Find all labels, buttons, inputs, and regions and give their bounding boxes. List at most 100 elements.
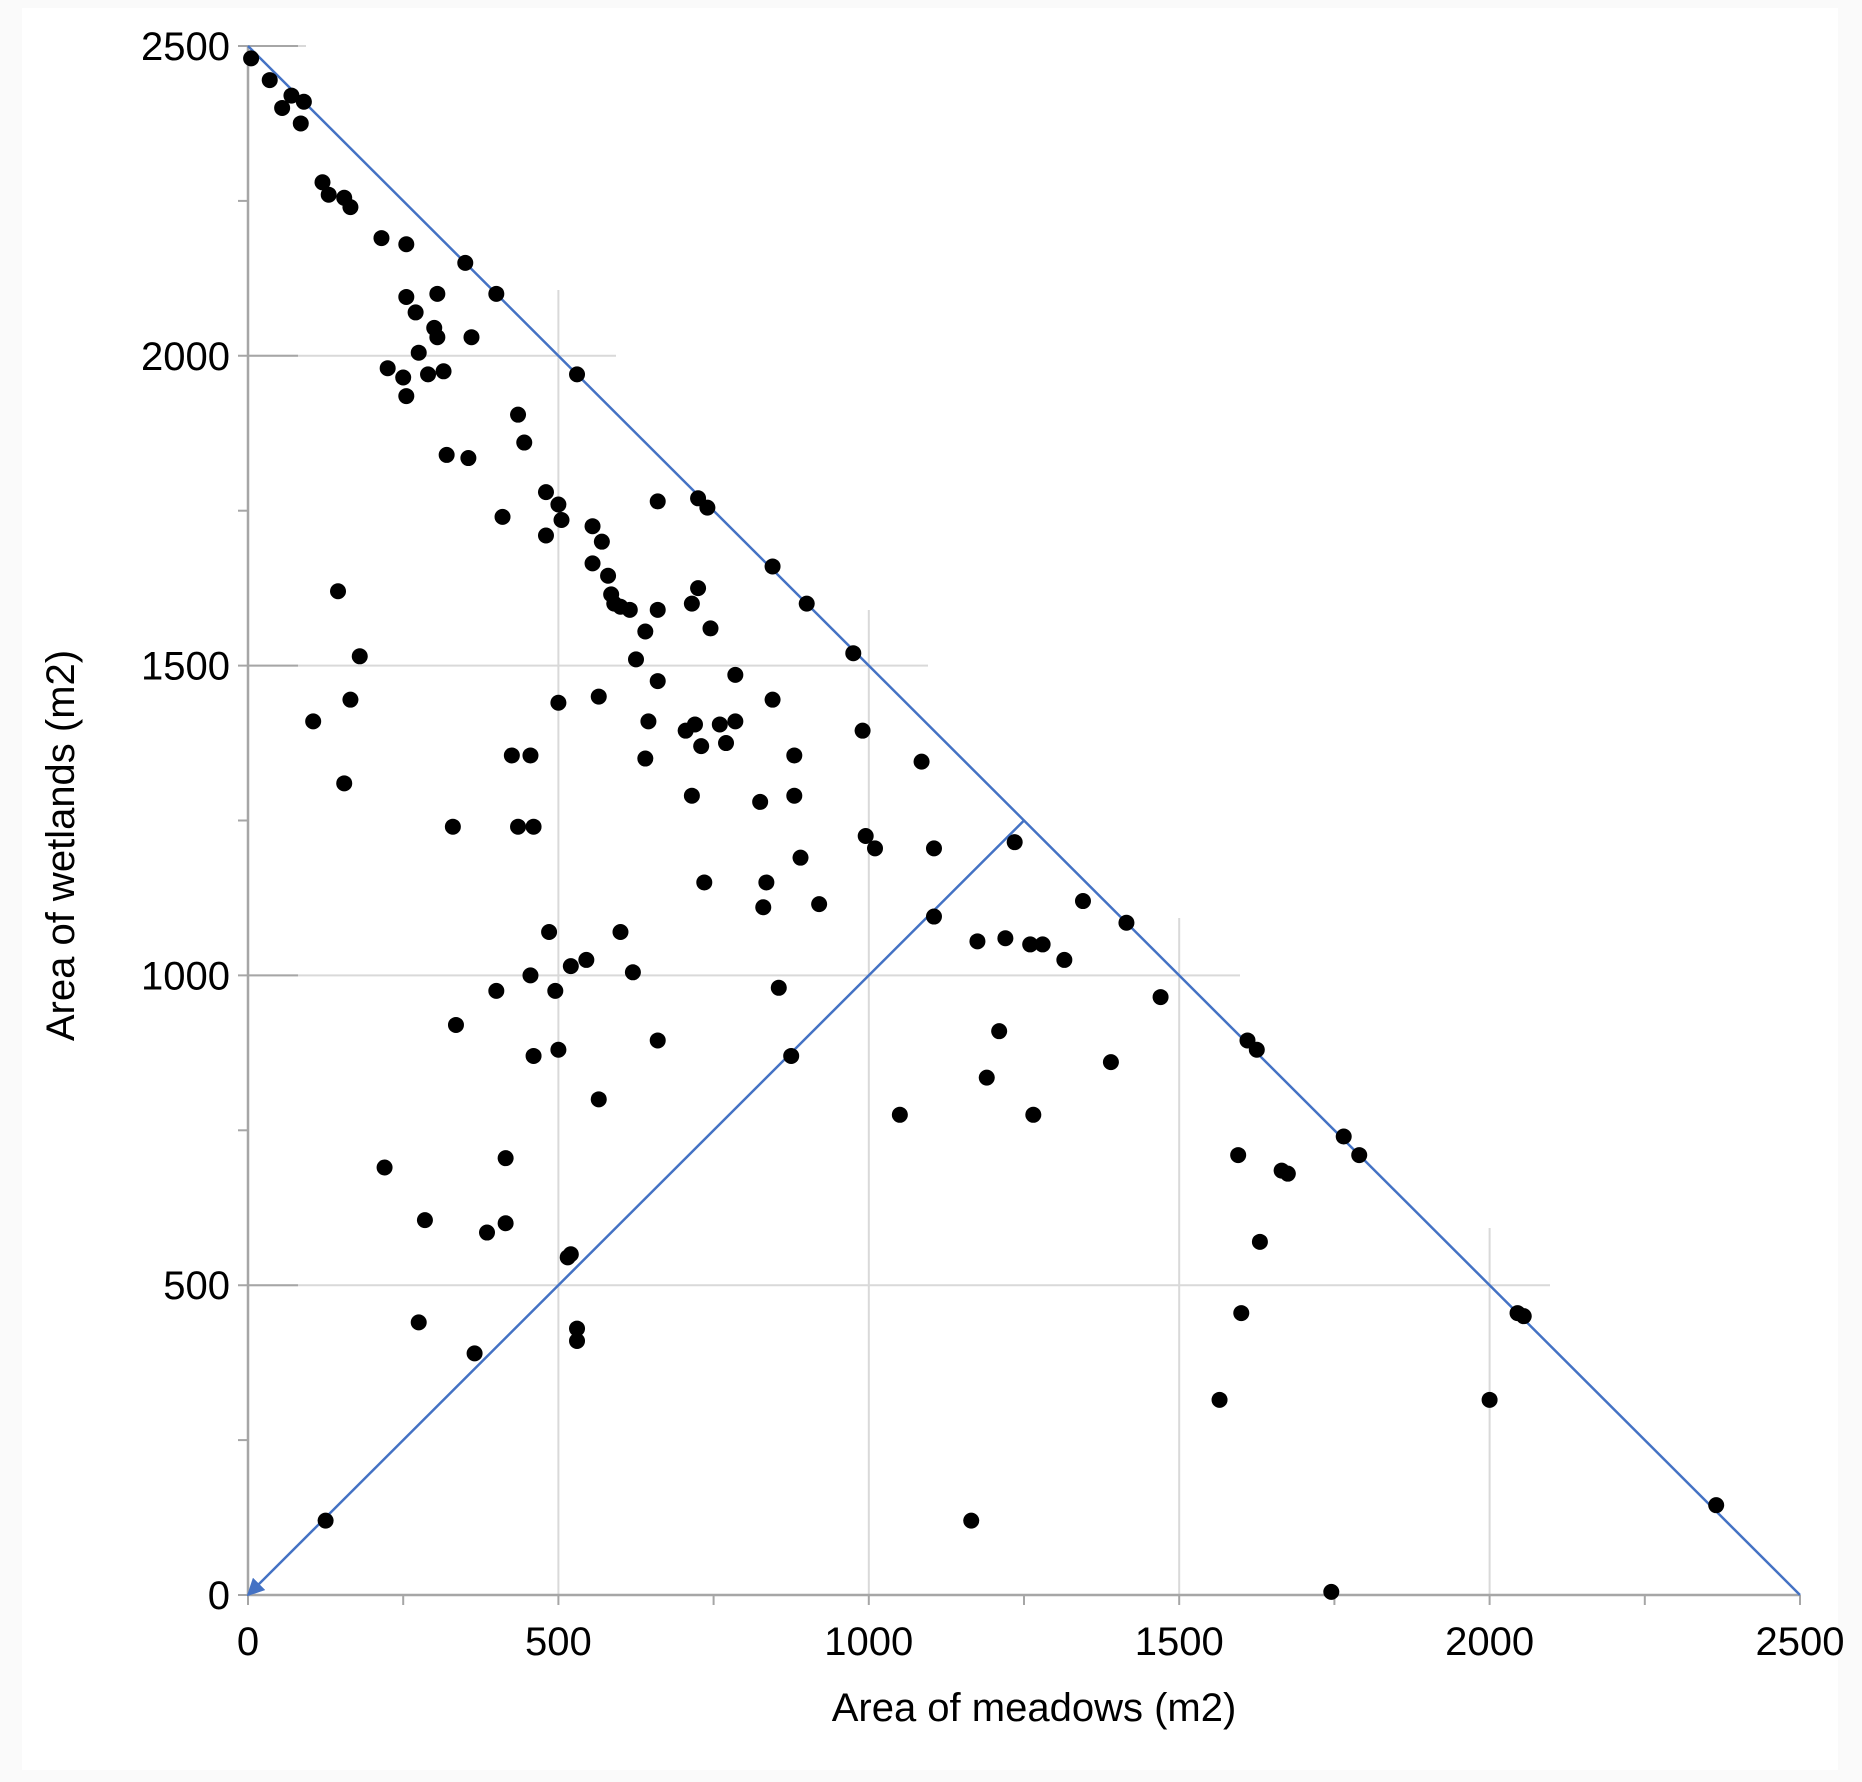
data-point bbox=[758, 874, 775, 891]
y-tick-label: 500 bbox=[163, 1264, 230, 1308]
data-point bbox=[342, 691, 359, 708]
data-point bbox=[525, 818, 542, 835]
data-point bbox=[1515, 1308, 1532, 1325]
data-point bbox=[1025, 1106, 1042, 1123]
data-point bbox=[637, 750, 654, 767]
data-point bbox=[460, 450, 477, 467]
data-point bbox=[786, 787, 803, 804]
data-point bbox=[727, 713, 744, 730]
data-point bbox=[764, 691, 781, 708]
data-point bbox=[600, 567, 617, 584]
data-point bbox=[727, 666, 744, 683]
data-point bbox=[494, 508, 511, 525]
axis-ticks bbox=[238, 45, 1801, 1605]
data-point bbox=[398, 288, 415, 305]
x-tick-label: 1000 bbox=[824, 1620, 913, 1664]
data-point bbox=[503, 747, 520, 764]
data-point bbox=[699, 499, 716, 516]
data-point bbox=[292, 115, 309, 132]
data-point bbox=[845, 645, 862, 662]
gridlines bbox=[248, 45, 1550, 1595]
data-point bbox=[969, 933, 986, 950]
diagonal-arrow-line bbox=[246, 819, 1025, 1597]
data-point bbox=[376, 1159, 393, 1176]
data-point bbox=[1248, 1041, 1265, 1058]
data-point bbox=[463, 329, 480, 346]
data-point bbox=[569, 1332, 586, 1349]
data-point bbox=[522, 967, 539, 984]
data-point bbox=[541, 924, 558, 941]
data-point bbox=[1118, 914, 1135, 931]
y-axis-title: Area of wetlands (m2) bbox=[39, 650, 83, 1041]
data-point bbox=[963, 1512, 980, 1529]
data-point bbox=[569, 366, 586, 383]
data-point bbox=[342, 199, 359, 216]
data-point bbox=[683, 595, 700, 612]
data-point bbox=[612, 924, 629, 941]
data-point bbox=[1279, 1165, 1296, 1182]
data-point bbox=[590, 688, 607, 705]
data-point bbox=[649, 673, 666, 690]
data-point bbox=[590, 1091, 607, 1108]
data-point bbox=[1481, 1391, 1498, 1408]
data-point bbox=[488, 982, 505, 999]
data-point bbox=[550, 496, 567, 513]
data-point bbox=[516, 434, 533, 451]
data-point bbox=[488, 285, 505, 302]
data-points bbox=[243, 50, 1725, 1600]
data-point bbox=[510, 818, 527, 835]
data-point bbox=[373, 230, 390, 247]
data-point bbox=[978, 1069, 995, 1086]
data-point bbox=[857, 827, 874, 844]
data-point bbox=[686, 716, 703, 733]
data-point bbox=[991, 1023, 1008, 1040]
data-point bbox=[578, 951, 595, 968]
x-tick-label: 2500 bbox=[1756, 1620, 1845, 1664]
data-point bbox=[628, 651, 644, 668]
data-point bbox=[702, 620, 719, 637]
data-point bbox=[925, 840, 942, 857]
data-point bbox=[1251, 1233, 1268, 1250]
data-point bbox=[621, 601, 638, 618]
data-point bbox=[1152, 989, 1169, 1006]
data-point bbox=[379, 360, 396, 377]
data-point bbox=[798, 595, 815, 612]
data-point bbox=[1233, 1305, 1250, 1322]
data-point bbox=[1006, 834, 1023, 851]
data-point bbox=[447, 1016, 464, 1033]
data-point bbox=[649, 1032, 666, 1049]
data-point bbox=[438, 446, 455, 463]
data-point bbox=[786, 747, 803, 764]
data-point bbox=[854, 722, 871, 739]
data-point bbox=[711, 716, 728, 733]
data-point bbox=[925, 908, 942, 925]
data-point bbox=[867, 840, 884, 857]
data-point bbox=[690, 580, 707, 597]
data-point bbox=[1211, 1391, 1228, 1408]
data-point bbox=[398, 388, 415, 405]
data-point bbox=[649, 493, 666, 510]
data-point bbox=[261, 72, 278, 89]
data-point bbox=[693, 738, 710, 755]
data-point bbox=[429, 285, 446, 302]
data-point bbox=[537, 527, 554, 544]
data-point bbox=[1335, 1128, 1352, 1145]
x-axis-title: Area of meadows (m2) bbox=[832, 1686, 1237, 1730]
data-point bbox=[274, 99, 291, 116]
data-point bbox=[1323, 1583, 1340, 1600]
y-tick-label: 2000 bbox=[141, 335, 230, 379]
data-point bbox=[497, 1215, 514, 1232]
data-point bbox=[537, 484, 554, 501]
data-point bbox=[1102, 1054, 1119, 1071]
x-tick-label: 500 bbox=[525, 1620, 592, 1664]
data-point bbox=[1056, 951, 1073, 968]
tick-labels: 0 500 1000 1500 2000 2500 0 500 1000 1500 2000 2500 bbox=[141, 25, 1844, 1664]
data-point bbox=[416, 1212, 433, 1229]
data-point bbox=[351, 648, 368, 665]
data-point bbox=[1230, 1147, 1247, 1164]
data-point bbox=[305, 713, 322, 730]
data-point bbox=[317, 1512, 334, 1529]
reference-lines bbox=[246, 45, 1801, 1597]
data-point bbox=[752, 793, 769, 810]
